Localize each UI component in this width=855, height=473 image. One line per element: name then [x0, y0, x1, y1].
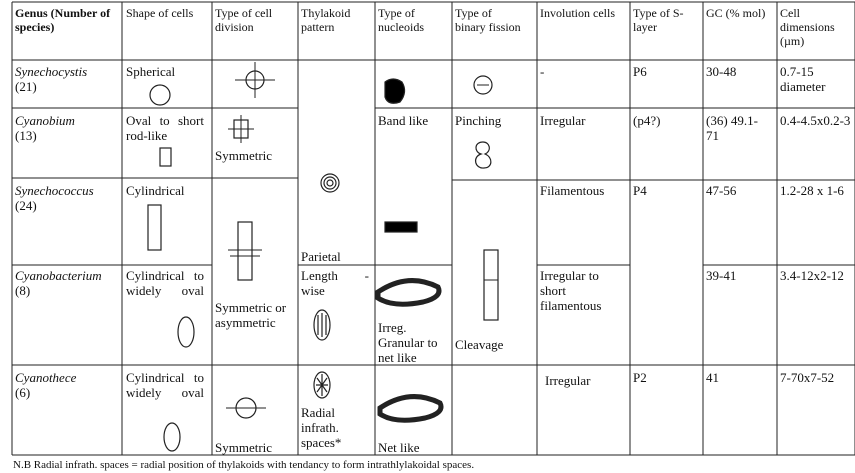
cell-shape: Spherical — [126, 64, 176, 79]
column-header: Genus (Number of species) — [15, 6, 111, 34]
genus: Cyanobium — [15, 113, 75, 128]
division-icon — [237, 221, 253, 281]
nucleoid-type: Band like — [378, 113, 429, 128]
cell-dimensions: 0.7-15 diameter — [780, 64, 826, 94]
nucleoid-net — [375, 278, 442, 307]
oval-cell-icon — [163, 422, 181, 452]
genus: Cyanobacterium — [15, 268, 102, 283]
binary-fission: Pinching — [455, 113, 502, 128]
genus: Synechococcus — [15, 183, 94, 198]
cell-dimensions: 3.4-12x2-12 — [780, 268, 844, 283]
cell-dimensions: 1.2-28 x 1-6 — [780, 183, 844, 198]
genus: Cyanothece — [15, 370, 77, 385]
column-header: Type of S-layer — [633, 6, 684, 34]
gc-content: 47-56 — [706, 183, 737, 198]
cylindrical-cell-icon — [147, 204, 162, 251]
column-header: Type of cell division — [215, 6, 273, 34]
grid-lines — [11, 1, 855, 456]
nucleoid-band — [384, 221, 418, 233]
footnote: N.B Radial infrath. spaces = radial posi… — [13, 459, 475, 471]
species-count: (21) — [15, 79, 37, 94]
binary-fission: Cleavage — [455, 337, 504, 352]
oval-cell-icon — [177, 316, 195, 348]
cell-shape: Cylindrical — [126, 183, 185, 198]
gc-content: 41 — [706, 370, 719, 385]
thylakoid-icon — [313, 371, 331, 399]
nucleoid-type: Irreg. Granular to net like — [378, 320, 438, 365]
s-layer: P6 — [633, 64, 647, 79]
cell-shape: Cylindrical to widely oval — [126, 268, 204, 298]
s-layer: P2 — [633, 370, 647, 385]
gc-content: 30-48 — [706, 64, 737, 79]
column-header: Type of binary fission — [455, 6, 521, 34]
s-layer: (p4?) — [633, 113, 661, 128]
column-header: Shape of cells — [126, 6, 194, 20]
involution-cells: Irregular to short filamentous — [540, 268, 602, 313]
column-header: GC (% mol) — [706, 6, 766, 20]
fission-icon — [483, 249, 499, 321]
involution-cells: Irregular — [540, 113, 586, 128]
cell-division: Symmetric — [215, 440, 273, 455]
thylakoid-pattern: Parietal — [301, 249, 341, 264]
cell-division: Symmetric or asymmetric — [215, 300, 287, 330]
fission-icon — [475, 141, 492, 169]
species-count: (6) — [15, 385, 31, 400]
involution-cells: Irregular — [545, 373, 591, 388]
thylakoid-pattern: Length - wise — [301, 268, 369, 298]
genus: Synechocystis — [15, 64, 88, 79]
thylakoid-icon — [313, 309, 331, 341]
column-header: Cell dimensions (µm) — [780, 6, 835, 48]
column-header: Type of nucleoids — [378, 6, 424, 34]
gc-content: (36) 49.1-71 — [706, 113, 758, 143]
species-count: (24) — [15, 198, 37, 213]
cell-shape: Oval to short rod-like — [126, 113, 204, 143]
rod-cell-icon — [159, 147, 172, 167]
involution-cells: - — [540, 64, 545, 79]
involution-cells: Filamentous — [540, 183, 605, 198]
nucleoid-type: Net like — [378, 440, 420, 455]
cell-dimensions: 0.4-4.5x0.2-3 — [780, 113, 851, 128]
column-header: Thylakoid pattern — [301, 6, 351, 34]
cell-division: Symmetric — [215, 148, 273, 163]
cell-sketches — [147, 62, 499, 452]
thylakoid-icon — [320, 173, 340, 193]
fission-icon — [473, 75, 493, 95]
spherical-cell-icon — [149, 84, 171, 106]
nucleoid-blob — [384, 78, 406, 104]
gc-content: 39-41 — [706, 268, 737, 283]
cell-shape: Cylindrical to widely oval — [126, 370, 204, 400]
nucleoid-net — [377, 394, 444, 423]
species-count: (8) — [15, 283, 31, 298]
s-layer: P4 — [633, 183, 647, 198]
cell-dimensions: 7-70x7-52 — [780, 370, 835, 385]
thylakoid-pattern: Radial infrath. spaces* — [301, 405, 342, 450]
column-header: Involution cells — [540, 6, 615, 20]
species-count: (13) — [15, 128, 37, 143]
